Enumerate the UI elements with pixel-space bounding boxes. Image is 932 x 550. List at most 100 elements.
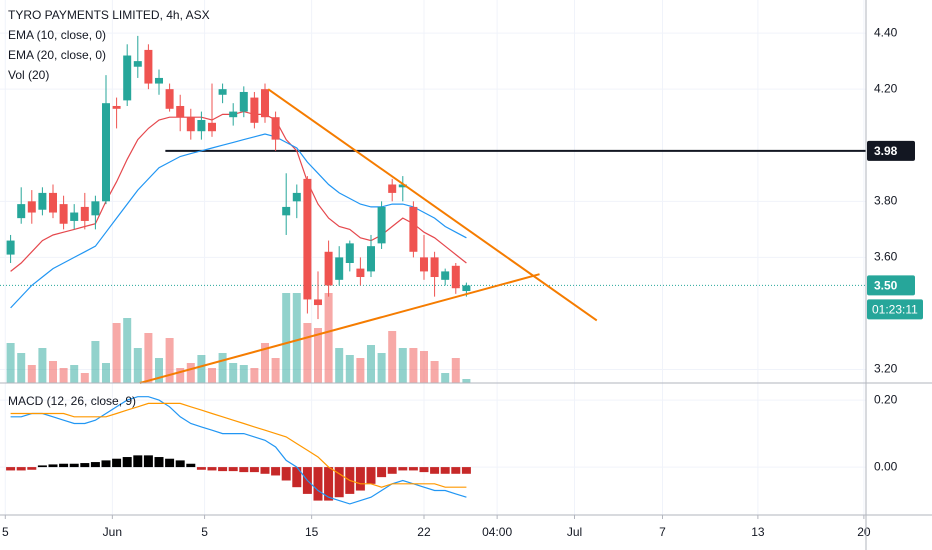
y-tick-label: 4.40 <box>874 25 898 39</box>
histogram-bar <box>281 467 291 481</box>
candle-body <box>377 206 386 244</box>
volume-bar <box>6 343 15 383</box>
candle-body <box>409 206 418 252</box>
histogram-bar <box>324 467 334 501</box>
volume-bar <box>430 361 439 383</box>
candle-body <box>335 257 344 280</box>
histogram-bar <box>80 463 90 468</box>
volume-bar <box>419 351 428 383</box>
volume-bar <box>165 338 174 383</box>
price-tag <box>867 140 915 161</box>
histogram-bar <box>292 467 302 488</box>
x-tick-label: 5 <box>201 525 208 539</box>
histogram-bar <box>154 457 164 468</box>
candle-body <box>345 243 354 263</box>
x-tick-label: Jul <box>567 525 582 539</box>
volume-bar <box>154 358 163 383</box>
candle-body <box>303 178 312 300</box>
candle-body <box>59 204 68 224</box>
candle-body <box>282 206 291 216</box>
volume-bar <box>441 373 450 383</box>
volume-bar <box>335 348 344 383</box>
x-tick-label: Jun <box>103 525 122 539</box>
histogram-bar <box>398 467 408 471</box>
indicator-line <box>10 110 467 272</box>
candle-body <box>388 184 397 193</box>
volume-bar <box>101 363 110 383</box>
volume-bar <box>303 323 312 383</box>
histogram-bar <box>27 467 37 470</box>
legend-entry: Vol (20) <box>8 68 49 82</box>
histogram-bar <box>101 460 111 468</box>
volume-bar <box>123 318 132 383</box>
histogram-bar <box>165 458 175 468</box>
candle-body <box>260 89 269 118</box>
volume-bar <box>398 348 407 383</box>
volume-bar <box>462 379 471 383</box>
candle-body <box>366 246 375 272</box>
candle-body <box>207 122 216 132</box>
volume-bar <box>144 333 153 383</box>
trend-line <box>267 88 598 322</box>
volume-bar <box>91 341 100 383</box>
histogram-bar <box>228 467 238 472</box>
histogram-bar <box>271 467 281 476</box>
plot-layer: 4.40 4.20 3.80 3.60 3.20 0.20 0.00 5 Jun 5 15 22 04:… <box>0 0 898 539</box>
candle-body <box>144 49 153 84</box>
candle-body <box>176 105 185 118</box>
x-tick-label: 15 <box>305 525 319 539</box>
histogram-bar <box>133 455 143 468</box>
candle-body <box>154 77 163 84</box>
candle-body <box>91 201 100 216</box>
histogram-bar <box>239 467 249 473</box>
volume-bar <box>409 348 418 383</box>
candle-body <box>250 97 259 123</box>
histogram-bar <box>451 467 461 474</box>
histogram-bar <box>218 467 228 472</box>
candle-body <box>451 265 460 289</box>
histogram-bar <box>249 467 259 473</box>
histogram-bar <box>59 463 69 468</box>
chart-title: TYRO PAYMENTS LIMITED, 4h, ASX <box>8 8 210 22</box>
histogram-bar <box>143 455 153 468</box>
indicator-line <box>10 133 467 309</box>
candle-body <box>430 257 439 278</box>
histogram-bar <box>366 467 376 484</box>
volume-bar <box>345 355 354 383</box>
candle-body <box>186 117 195 132</box>
y-tick-label: 3.80 <box>874 193 898 207</box>
histogram-bar <box>112 458 122 468</box>
candle-body <box>112 105 121 109</box>
histogram-bar <box>387 467 397 474</box>
candle-body <box>218 89 227 95</box>
candle-body <box>313 299 322 306</box>
histogram-bar <box>334 467 344 498</box>
candle-body <box>133 61 142 67</box>
volume-bar <box>59 368 68 383</box>
volume-bar <box>377 353 386 383</box>
candle-body <box>356 268 365 278</box>
histogram-bar <box>461 467 471 474</box>
price-tag-label: 3.98 <box>874 144 898 158</box>
volume-bar <box>218 353 227 383</box>
y-tick-label: 3.20 <box>874 362 898 376</box>
histogram-bar <box>90 462 100 468</box>
candle-body <box>292 192 301 202</box>
histogram-bar <box>175 460 185 468</box>
volume-bar <box>80 373 89 383</box>
histogram-bar <box>313 467 323 501</box>
pane-title: MACD (12, 26, close, 9) <box>8 394 136 408</box>
volume-bar <box>207 368 216 383</box>
candle-body <box>6 240 15 255</box>
candle-body <box>398 184 407 188</box>
volume-bar <box>133 348 142 383</box>
legend-entry: EMA (20, close, 0) <box>8 48 106 62</box>
x-tick-label: 13 <box>751 525 765 539</box>
indicator-line <box>10 402 467 488</box>
volume-bar <box>197 355 206 383</box>
candle-body <box>271 117 280 140</box>
volume-bar <box>239 365 248 383</box>
histogram-bar <box>377 467 387 478</box>
candle-body <box>419 257 428 272</box>
candle-body <box>441 271 450 280</box>
